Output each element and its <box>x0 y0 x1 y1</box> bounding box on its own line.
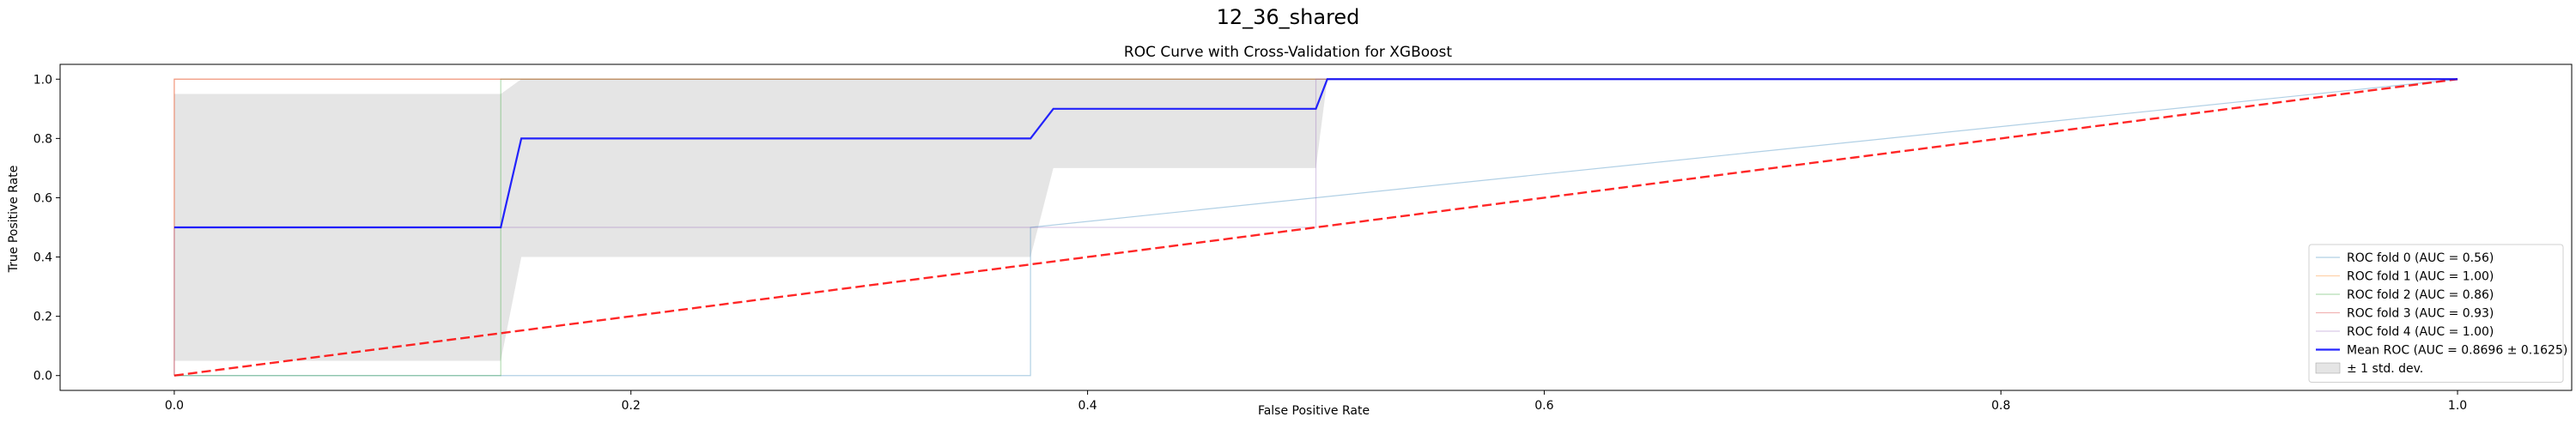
std-band-area <box>173 79 2458 361</box>
legend: ROC fold 0 (AUC = 0.56) ROC fold 1 (AUC =… <box>2308 244 2567 383</box>
x-axis-label: False Positive Rate <box>1258 404 1370 418</box>
x-tick-label: 0.6 <box>1534 399 1553 413</box>
x-tick-label: 0.2 <box>622 399 641 413</box>
axes-frame <box>59 63 2573 391</box>
plot-area <box>173 78 2458 377</box>
legend-entry-label: ROC fold 1 (AUC = 1.00) <box>2347 270 2494 284</box>
y-axis-ticks: 0.0 0.2 0.4 0.6 0.8 1.0 <box>33 73 60 384</box>
roc-fold-3-line <box>173 78 2458 376</box>
y-tick-label: 0.4 <box>33 251 52 265</box>
y-tick-label: 0.8 <box>33 132 52 146</box>
x-tick-label: 0.4 <box>1078 399 1097 413</box>
y-tick-label: 1.0 <box>33 73 52 87</box>
mean-roc-line <box>173 78 2458 229</box>
x-axis-ticks: 0.0 0.2 0.4 0.6 0.8 1.0 <box>165 390 2467 413</box>
x-tick-label: 0.0 <box>165 399 184 413</box>
chance-diagonal-line <box>173 78 2458 377</box>
y-axis-label: True Positive Rate <box>7 166 21 274</box>
chance-line-layer <box>173 78 2458 377</box>
legend-entry-label: ± 1 std. dev. <box>2347 362 2423 376</box>
x-tick-label: 1.0 <box>2448 399 2467 413</box>
y-tick-label: 0.0 <box>33 370 52 384</box>
y-tick-label: 0.6 <box>33 191 52 205</box>
roc-fold-0-line <box>173 78 2458 377</box>
legend-entry-label: ROC fold 4 (AUC = 1.00) <box>2347 325 2494 339</box>
legend-box <box>2308 244 2564 383</box>
mean-curve-layer <box>173 78 2458 229</box>
legend-entry-label: Mean ROC (AUC = 0.8696 ± 0.1625) <box>2347 344 2567 358</box>
legend-entry-label: ROC fold 2 (AUC = 0.86) <box>2347 288 2494 302</box>
y-tick-label: 0.2 <box>33 311 52 324</box>
std-band-layer <box>173 79 2458 361</box>
roc-fold-1-line <box>173 78 2458 376</box>
legend-swatch-band <box>2315 362 2341 374</box>
figure-suptitle: 12_36_shared <box>1217 5 1360 29</box>
legend-entry-label: ROC fold 0 (AUC = 0.56) <box>2347 251 2494 265</box>
legend-entry-label: ROC fold 3 (AUC = 0.93) <box>2347 307 2494 321</box>
chart-title: ROC Curve with Cross-Validation for XGBo… <box>1124 44 1453 61</box>
x-tick-label: 0.8 <box>1991 399 2010 413</box>
